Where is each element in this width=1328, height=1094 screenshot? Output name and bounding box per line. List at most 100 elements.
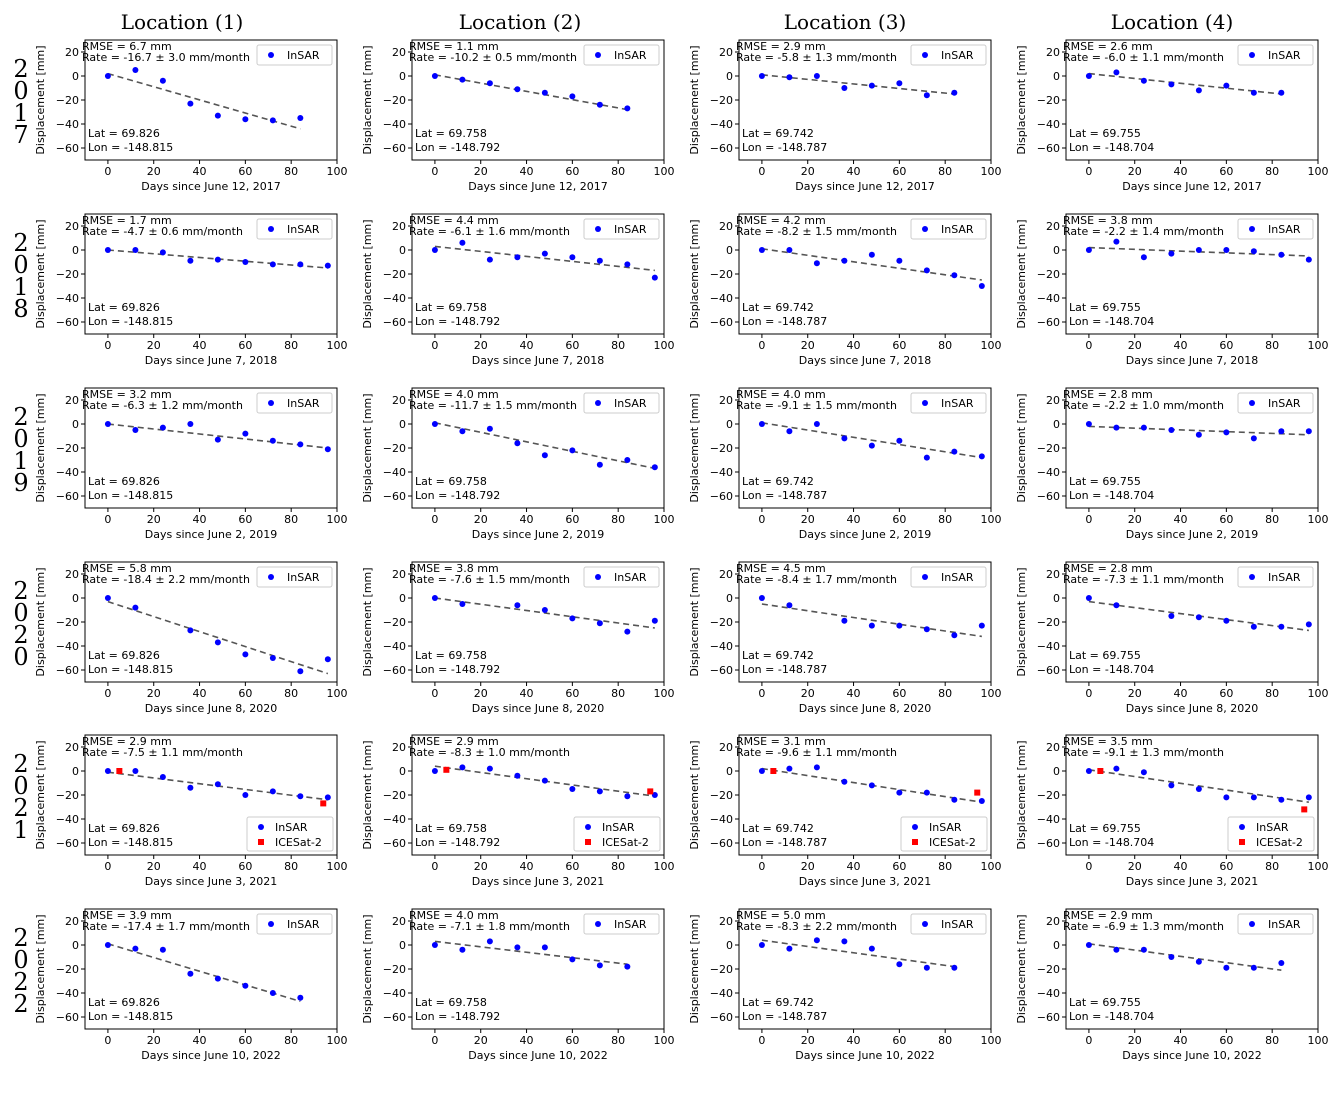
column-header-location-2: Location (2) — [458, 10, 582, 34]
legend-marker-insar — [268, 226, 274, 232]
insar-point — [868, 442, 875, 449]
x-tick-label: 20 — [147, 1034, 161, 1047]
insar-point — [514, 86, 521, 93]
fit-line — [1088, 72, 1282, 95]
legend-label-insar: InSAR — [1268, 918, 1301, 931]
fit-line — [107, 423, 328, 449]
x-tick-label: 20 — [474, 513, 488, 526]
insar-point — [1250, 89, 1257, 96]
rmse-annotation: RMSE = 6.7 mm — [82, 40, 172, 53]
column-header-location-3: Location (3) — [783, 10, 907, 34]
insar-point — [486, 256, 493, 263]
insar-point — [896, 257, 903, 264]
legend-box — [583, 392, 660, 414]
panel-r1-c0: 0 20 40 60 80 100 20 0 −20 −40 −60 Days since June … — [34, 213, 348, 367]
x-tick-label: 80 — [1265, 860, 1279, 873]
insar-point — [1223, 429, 1230, 436]
y-tick-label: 20 — [65, 46, 79, 59]
y-axis-label: Displacement [mm] — [361, 45, 374, 154]
y-axis-label: Displacement [mm] — [1015, 914, 1028, 1023]
y-axis-label: Displacement [mm] — [688, 740, 701, 849]
legend-marker-icesat — [1239, 839, 1245, 845]
x-tick-label: 0 — [758, 339, 765, 352]
insar-point — [187, 421, 194, 427]
insar-point — [841, 617, 848, 624]
x-tick-label: 80 — [938, 513, 952, 526]
rmse-annotation: RMSE = 5.0 mm — [736, 909, 826, 922]
rate-annotation: Rate = -9.6 ± 1.1 mm/month — [736, 746, 897, 759]
x-tick-label: 80 — [938, 860, 952, 873]
x-tick-label: 40 — [193, 860, 207, 873]
y-tick-label: −40 — [56, 987, 79, 1000]
y-tick-label: −20 — [1037, 442, 1060, 455]
lat-annotation: Lat = 69.755 — [1069, 822, 1141, 835]
x-axis-label: Days since June 10, 2022 — [468, 1049, 607, 1062]
x-tick-label: 20 — [474, 860, 488, 873]
lon-annotation: Lon = -148.815 — [88, 489, 173, 502]
rmse-annotation: RMSE = 4.0 mm — [409, 909, 499, 922]
insar-point — [431, 421, 438, 427]
insar-point — [1085, 73, 1092, 79]
y-tick-label: 20 — [1046, 394, 1060, 407]
y-tick-label: 20 — [392, 568, 406, 581]
legend-marker-insar — [595, 52, 601, 58]
x-tick-label: 0 — [431, 513, 438, 526]
lat-annotation: Lat = 69.755 — [1069, 127, 1141, 140]
x-axis-label: Days since June 2, 2019 — [472, 528, 604, 541]
insar-point — [187, 970, 194, 977]
rmse-annotation: RMSE = 4.4 mm — [409, 214, 499, 227]
x-axis-label: Days since June 8, 2020 — [472, 702, 604, 715]
insar-point — [269, 655, 276, 661]
x-tick-label: 20 — [1128, 1034, 1142, 1047]
y-axis-label: Displacement [mm] — [361, 740, 374, 849]
legend-box — [1237, 44, 1314, 66]
legend-label-insar: InSAR — [287, 918, 320, 931]
x-tick-label: 40 — [520, 687, 534, 700]
panel-r3-c1: 0 20 40 60 80 100 20 0 −20 −40 −60 Days since June … — [361, 561, 675, 715]
x-tick-label: 80 — [1265, 165, 1279, 178]
x-tick-label: 100 — [981, 513, 1002, 526]
legend-marker-insar — [595, 921, 601, 927]
lon-annotation: Lon = -148.704 — [1069, 836, 1154, 849]
insar-point — [187, 100, 194, 107]
y-tick-label: 0 — [726, 418, 733, 431]
insar-point — [324, 446, 331, 453]
rate-annotation: Rate = -7.3 ± 1.1 mm/month — [1063, 573, 1224, 586]
panel-r3-c0: 0 20 40 60 80 100 20 0 −20 −40 −60 Days since June … — [34, 561, 348, 715]
insar-point — [1305, 621, 1312, 628]
lon-annotation: Lon = -148.792 — [415, 489, 500, 502]
y-tick-label: 0 — [72, 765, 79, 778]
insar-point — [923, 92, 930, 99]
panel-r2-c1: 0 20 40 60 80 100 20 0 −20 −40 −60 Days since June … — [361, 387, 675, 541]
x-axis-label: Days since June 8, 2020 — [799, 702, 931, 715]
insar-point — [297, 793, 304, 800]
rmse-annotation: RMSE = 3.8 mm — [1063, 214, 1153, 227]
insar-point — [896, 437, 903, 444]
x-tick-label: 20 — [1128, 513, 1142, 526]
y-tick-label: 20 — [65, 915, 79, 928]
y-tick-label: −20 — [56, 94, 79, 107]
x-tick-label: 40 — [847, 165, 861, 178]
insar-point — [596, 101, 603, 108]
y-tick-label: −40 — [383, 466, 406, 479]
insar-point — [569, 254, 576, 261]
insar-point — [324, 794, 331, 801]
row-label-2017: 2017 — [13, 55, 29, 149]
y-tick-label: −20 — [1037, 616, 1060, 629]
rate-annotation: Rate = -8.3 ± 1.0 mm/month — [409, 746, 570, 759]
insar-point — [269, 261, 276, 268]
x-tick-label: 100 — [1308, 513, 1328, 526]
insar-point — [1250, 794, 1257, 801]
rmse-annotation: RMSE = 3.9 mm — [82, 909, 172, 922]
x-tick-label: 20 — [801, 860, 815, 873]
legend-label-icesat: ICESat-2 — [602, 836, 649, 849]
legend-marker-insar — [922, 921, 928, 927]
legend-label-insar: InSAR — [1268, 397, 1301, 410]
x-axis-label: Days since June 3, 2021 — [145, 875, 277, 888]
insar-point — [624, 793, 631, 800]
x-tick-label: 80 — [1265, 687, 1279, 700]
insar-point — [624, 261, 631, 268]
x-tick-label: 80 — [284, 860, 298, 873]
insar-point — [951, 448, 958, 455]
insar-point — [786, 247, 793, 253]
